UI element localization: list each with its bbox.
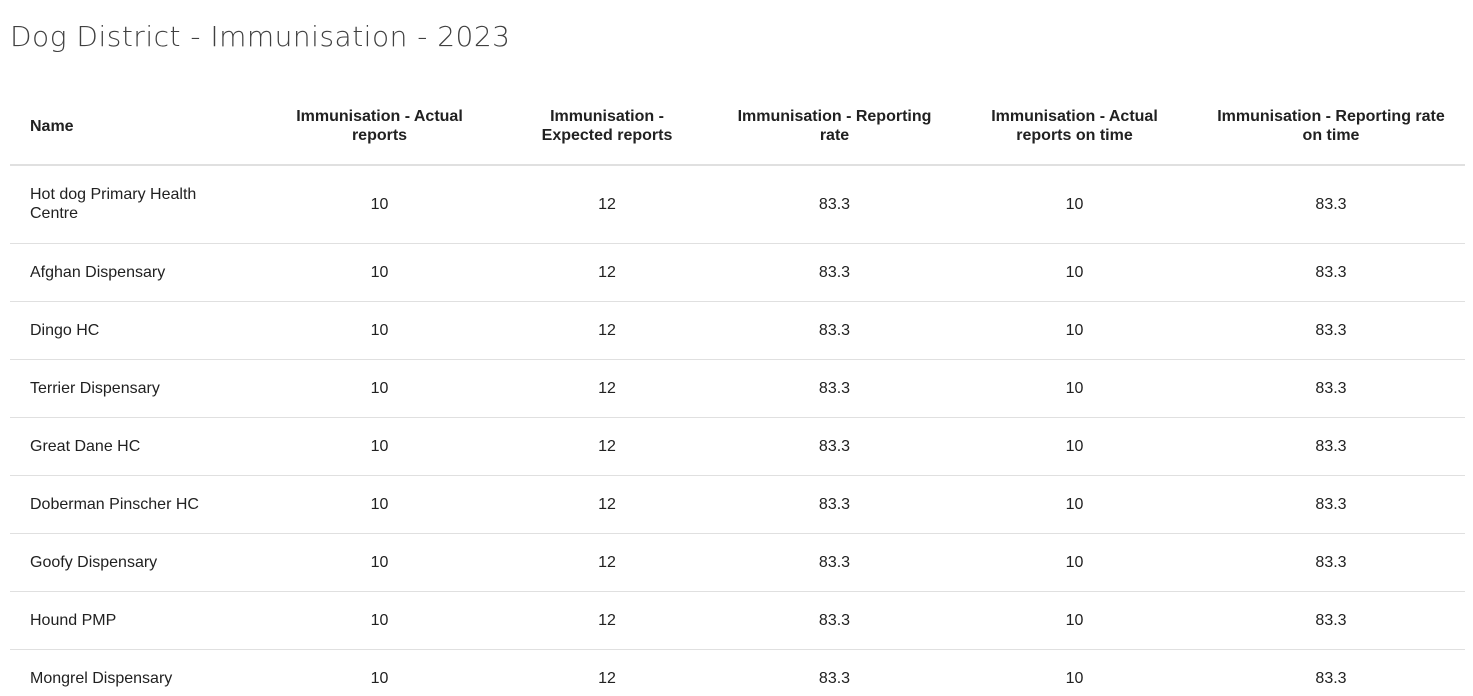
- cell-expected-reports: 12: [497, 359, 717, 418]
- cell-reporting-rate: 83.3: [717, 475, 952, 534]
- cell-reporting-rate: 83.3: [717, 165, 952, 244]
- table-body: Hot dog Primary Health Centre 10 12 83.3 10 8…: [10, 165, 1465, 696]
- cell-expected-reports: 12: [497, 301, 717, 360]
- cell-actual-reports-on-time: 10: [952, 591, 1197, 650]
- cell-actual-reports: 10: [262, 533, 497, 592]
- cell-actual-reports: 10: [262, 649, 497, 696]
- cell-expected-reports: 12: [497, 243, 717, 302]
- cell-name: Mongrel Dispensary: [10, 649, 262, 696]
- cell-actual-reports-on-time: 10: [952, 165, 1197, 244]
- table-row[interactable]: Dingo HC 10 12 83.3 10 83.3: [10, 301, 1465, 360]
- column-header-expected-reports[interactable]: Immunisation - Expected reports: [497, 88, 717, 166]
- cell-name: Dingo HC: [10, 301, 262, 360]
- table-row[interactable]: Doberman Pinscher HC 10 12 83.3 10 83.3: [10, 475, 1465, 534]
- cell-reporting-rate: 83.3: [717, 417, 952, 476]
- cell-reporting-rate-on-time: 83.3: [1197, 301, 1465, 360]
- cell-expected-reports: 12: [497, 649, 717, 696]
- cell-actual-reports: 10: [262, 417, 497, 476]
- cell-actual-reports: 10: [262, 359, 497, 418]
- header-row: Name Immunisation - Actual reports Immun…: [10, 88, 1465, 166]
- cell-actual-reports-on-time: 10: [952, 475, 1197, 534]
- cell-reporting-rate-on-time: 83.3: [1197, 475, 1465, 534]
- cell-reporting-rate: 83.3: [717, 359, 952, 418]
- cell-actual-reports-on-time: 10: [952, 243, 1197, 302]
- table-row[interactable]: Mongrel Dispensary 10 12 83.3 10 83.3: [10, 649, 1465, 696]
- cell-actual-reports-on-time: 10: [952, 359, 1197, 418]
- cell-actual-reports: 10: [262, 243, 497, 302]
- table-row[interactable]: Afghan Dispensary 10 12 83.3 10 83.3: [10, 243, 1465, 302]
- cell-actual-reports-on-time: 10: [952, 533, 1197, 592]
- column-header-actual-reports-on-time[interactable]: Immunisation - Actual reports on time: [952, 88, 1197, 166]
- cell-reporting-rate: 83.3: [717, 301, 952, 360]
- table-row[interactable]: Great Dane HC 10 12 83.3 10 83.3: [10, 417, 1465, 476]
- report-table: Name Immunisation - Actual reports Immun…: [10, 88, 1465, 696]
- cell-reporting-rate-on-time: 83.3: [1197, 243, 1465, 302]
- cell-expected-reports: 12: [497, 165, 717, 244]
- cell-reporting-rate-on-time: 83.3: [1197, 649, 1465, 696]
- cell-reporting-rate-on-time: 83.3: [1197, 533, 1465, 592]
- cell-actual-reports: 10: [262, 165, 497, 244]
- cell-reporting-rate-on-time: 83.3: [1197, 359, 1465, 418]
- cell-expected-reports: 12: [497, 591, 717, 650]
- cell-actual-reports-on-time: 10: [952, 649, 1197, 696]
- cell-name: Hot dog Primary Health Centre: [10, 165, 262, 244]
- cell-reporting-rate-on-time: 83.3: [1197, 165, 1465, 244]
- cell-reporting-rate-on-time: 83.3: [1197, 591, 1465, 650]
- cell-name: Terrier Dispensary: [10, 359, 262, 418]
- table-row[interactable]: Goofy Dispensary 10 12 83.3 10 83.3: [10, 533, 1465, 592]
- column-header-reporting-rate-on-time[interactable]: Immunisation - Reporting rate on time: [1197, 88, 1465, 166]
- table-row[interactable]: Hound PMP 10 12 83.3 10 83.3: [10, 591, 1465, 650]
- cell-name: Goofy Dispensary: [10, 533, 262, 592]
- cell-reporting-rate: 83.3: [717, 243, 952, 302]
- page-title: Dog District - Immunisation - 2023: [10, 20, 511, 53]
- cell-reporting-rate-on-time: 83.3: [1197, 417, 1465, 476]
- cell-actual-reports: 10: [262, 301, 497, 360]
- column-header-actual-reports[interactable]: Immunisation - Actual reports: [262, 88, 497, 166]
- cell-name: Afghan Dispensary: [10, 243, 262, 302]
- table-row[interactable]: Hot dog Primary Health Centre 10 12 83.3 10 8…: [10, 165, 1465, 244]
- cell-actual-reports-on-time: 10: [952, 417, 1197, 476]
- cell-name: Hound PMP: [10, 591, 262, 650]
- cell-expected-reports: 12: [497, 417, 717, 476]
- column-header-reporting-rate[interactable]: Immunisation - Reporting rate: [717, 88, 952, 166]
- cell-reporting-rate: 83.3: [717, 649, 952, 696]
- cell-reporting-rate: 83.3: [717, 533, 952, 592]
- cell-actual-reports: 10: [262, 475, 497, 534]
- table-row[interactable]: Terrier Dispensary 10 12 83.3 10 83.3: [10, 359, 1465, 418]
- cell-reporting-rate: 83.3: [717, 591, 952, 650]
- column-header-name[interactable]: Name: [10, 88, 262, 166]
- cell-name: Doberman Pinscher HC: [10, 475, 262, 534]
- cell-expected-reports: 12: [497, 533, 717, 592]
- cell-name: Great Dane HC: [10, 417, 262, 476]
- table-header: Name Immunisation - Actual reports Immun…: [10, 88, 1465, 166]
- cell-actual-reports-on-time: 10: [952, 301, 1197, 360]
- cell-actual-reports: 10: [262, 591, 497, 650]
- cell-expected-reports: 12: [497, 475, 717, 534]
